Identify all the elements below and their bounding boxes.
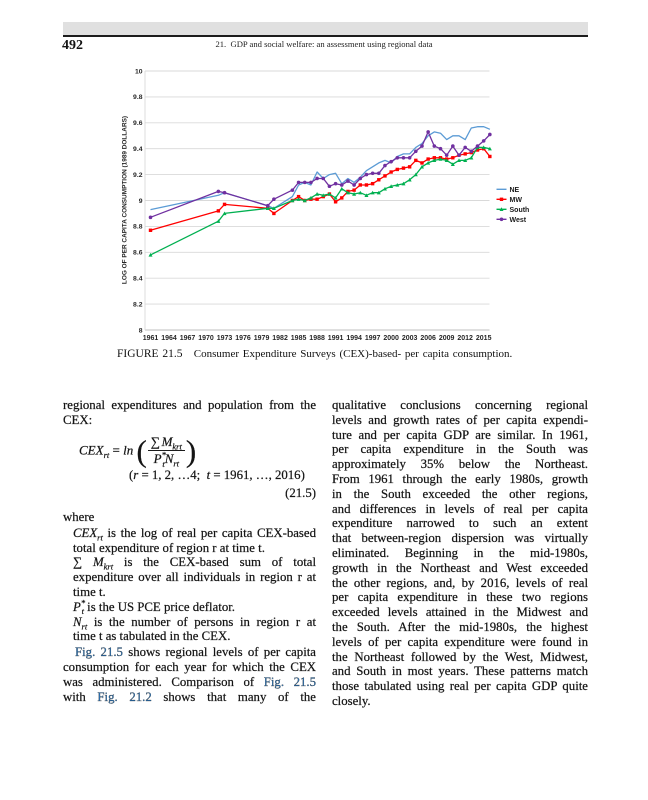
svg-text:1985: 1985 <box>291 335 307 342</box>
svg-text:1973: 1973 <box>217 335 233 342</box>
svg-text:9.2: 9.2 <box>133 172 143 179</box>
svg-text:9.8: 9.8 <box>133 94 143 101</box>
svg-text:9.4: 9.4 <box>133 146 143 153</box>
svg-text:1997: 1997 <box>365 335 381 342</box>
svg-text:2006: 2006 <box>420 335 436 342</box>
svg-text:1991: 1991 <box>328 335 344 342</box>
svg-text:1988: 1988 <box>309 335 325 342</box>
svg-text:2000: 2000 <box>383 335 399 342</box>
svg-text:2009: 2009 <box>439 335 455 342</box>
svg-text:9.6: 9.6 <box>133 120 143 127</box>
svg-text:8.4: 8.4 <box>133 276 143 283</box>
svg-text:2015: 2015 <box>476 335 492 342</box>
svg-text:9: 9 <box>139 198 143 205</box>
svg-text:1994: 1994 <box>346 335 362 342</box>
svg-text:MW: MW <box>510 197 523 204</box>
svg-text:1970: 1970 <box>198 335 214 342</box>
svg-text:LOG OF PER CAPITA CONSUMPTION: LOG OF PER CAPITA CONSUMPTION (1989 DOLL… <box>122 116 129 284</box>
svg-text:8.6: 8.6 <box>133 250 143 257</box>
svg-text:1964: 1964 <box>161 335 177 342</box>
svg-text:8.2: 8.2 <box>133 301 143 308</box>
svg-text:1961: 1961 <box>143 335 159 342</box>
svg-text:NE: NE <box>510 187 520 194</box>
svg-text:8.8: 8.8 <box>133 224 143 231</box>
svg-text:8: 8 <box>139 327 143 334</box>
svg-text:2003: 2003 <box>402 335 418 342</box>
svg-text:South: South <box>510 207 530 214</box>
svg-text:2012: 2012 <box>457 335 473 342</box>
svg-text:1982: 1982 <box>272 335 288 342</box>
svg-text:10: 10 <box>135 68 143 75</box>
svg-text:West: West <box>510 217 527 224</box>
svg-text:1967: 1967 <box>180 335 196 342</box>
svg-text:1976: 1976 <box>235 335 251 342</box>
svg-text:1979: 1979 <box>254 335 270 342</box>
